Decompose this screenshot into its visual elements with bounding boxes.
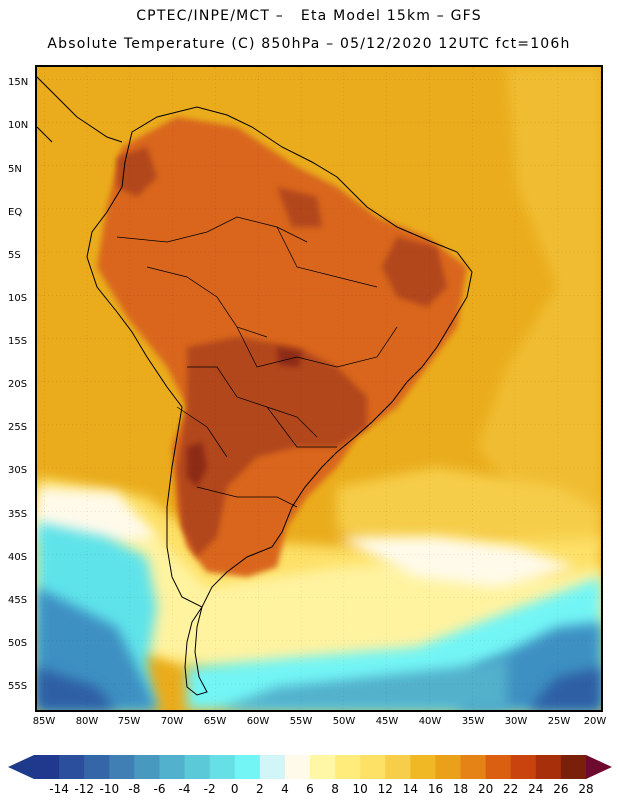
- colorbar-label: 28: [578, 782, 594, 796]
- colorbar-cell: [109, 755, 135, 779]
- lat-label-35s: 35S: [8, 509, 28, 520]
- lon-label-65w: 65W: [203, 716, 227, 727]
- colorbar-cell: [234, 755, 261, 779]
- lat-label-55s: 55S: [8, 681, 28, 692]
- colorbar-cell: [385, 755, 411, 779]
- colorbar-label: 2: [255, 782, 264, 796]
- map-panel: [35, 65, 603, 712]
- colorbar-label: -4: [178, 782, 191, 796]
- lat-label-30s: 30S: [8, 465, 28, 476]
- colorbar-label: 16: [427, 782, 444, 796]
- colorbar-label: -14: [49, 782, 69, 796]
- colorbar-cells: [34, 755, 587, 779]
- lon-label-40w: 40W: [418, 716, 442, 727]
- colorbar-label: 22: [503, 782, 519, 796]
- lat-label-40s: 40S: [8, 552, 28, 563]
- lon-label-35w: 35W: [461, 716, 485, 727]
- colorbar-cell: [184, 755, 211, 779]
- colorbar-cell: [460, 755, 487, 779]
- lon-label-30w: 30W: [504, 716, 528, 727]
- lon-label-80w: 80W: [75, 716, 99, 727]
- lon-label-85w: 85W: [32, 716, 56, 727]
- lat-label-10s: 10S: [8, 293, 28, 304]
- lat-label-10n: 10N: [8, 120, 29, 131]
- colorbar-cell: [335, 755, 361, 779]
- lat-label-45s: 45S: [8, 595, 28, 606]
- colorbar-cell: [59, 755, 85, 779]
- lon-label-20w: 20W: [583, 716, 607, 727]
- colorbar-label: -6: [153, 782, 166, 796]
- colorbar-label: -2: [203, 782, 216, 796]
- colorbar-label: 20: [477, 782, 494, 796]
- lon-label-25w: 25W: [547, 716, 571, 727]
- colorbar-label: 26: [553, 782, 569, 796]
- title-line-2: Absolute Temperature (C) 850hPa – 05/12/…: [47, 36, 571, 52]
- colorbar-cell: [435, 755, 462, 779]
- colorbar-label: 4: [281, 782, 289, 796]
- lon-label-50w: 50W: [332, 716, 356, 727]
- colorbar-label: 0: [230, 782, 239, 796]
- colorbar-cell: [284, 755, 311, 779]
- south-america-coastline: [86, 106, 473, 696]
- lat-label-25s: 25S: [8, 422, 28, 433]
- colorbar-label: 14: [402, 782, 419, 796]
- colorbar-label: 12: [377, 782, 393, 796]
- colorbar-cell: [159, 755, 186, 779]
- central-america-coast: [37, 76, 123, 143]
- lat-label-50s: 50S: [8, 638, 28, 649]
- colorbar-cell: [410, 755, 436, 779]
- colorbar-label: -10: [99, 782, 120, 796]
- colorbar-cell: [360, 755, 386, 779]
- lat-label-5s: 5S: [8, 250, 21, 261]
- lon-label-55w: 55W: [289, 716, 313, 727]
- lat-label-5n: 5N: [8, 164, 22, 175]
- colorbar-cell: [560, 755, 587, 779]
- colorbar-cell: [259, 755, 286, 779]
- colorbar-label: 10: [352, 782, 368, 796]
- colorbar-cell: [34, 755, 60, 779]
- colorbar-label: -12: [74, 782, 94, 796]
- colorbar-cell: [535, 755, 562, 779]
- lat-label-15s: 15S: [8, 336, 28, 347]
- colorbar-under-arrow: [8, 755, 34, 779]
- colorbar-label: 18: [452, 782, 469, 796]
- colorbar-label: 8: [331, 782, 339, 796]
- lon-label-60w: 60W: [246, 716, 270, 727]
- colorbar-cell: [310, 755, 336, 779]
- colorbar-cell: [134, 755, 160, 779]
- lon-label-70w: 70W: [160, 716, 184, 727]
- colorbar-cell: [485, 755, 512, 779]
- colorbar-cell: [84, 755, 110, 779]
- lon-label-45w: 45W: [375, 716, 399, 727]
- lat-label-eq: EQ: [8, 207, 23, 218]
- temperature-map: [37, 67, 601, 710]
- colorbar-label: 6: [306, 782, 314, 796]
- country-borders: [116, 216, 398, 508]
- title-line-1: CPTEC/INPE/MCT – Eta Model 15km – GFS: [136, 8, 482, 24]
- color-scale-bar: [8, 755, 612, 779]
- colorbar-cell: [510, 755, 537, 779]
- colorbar-over-arrow: [586, 755, 612, 779]
- colorbar-label: -8: [128, 782, 141, 796]
- lat-label-15n: 15N: [8, 77, 29, 88]
- colorbar-cell: [209, 755, 236, 779]
- lon-label-75w: 75W: [117, 716, 141, 727]
- colorbar-label: 24: [528, 782, 544, 796]
- lat-label-20s: 20S: [8, 379, 28, 390]
- graticule: [37, 67, 601, 710]
